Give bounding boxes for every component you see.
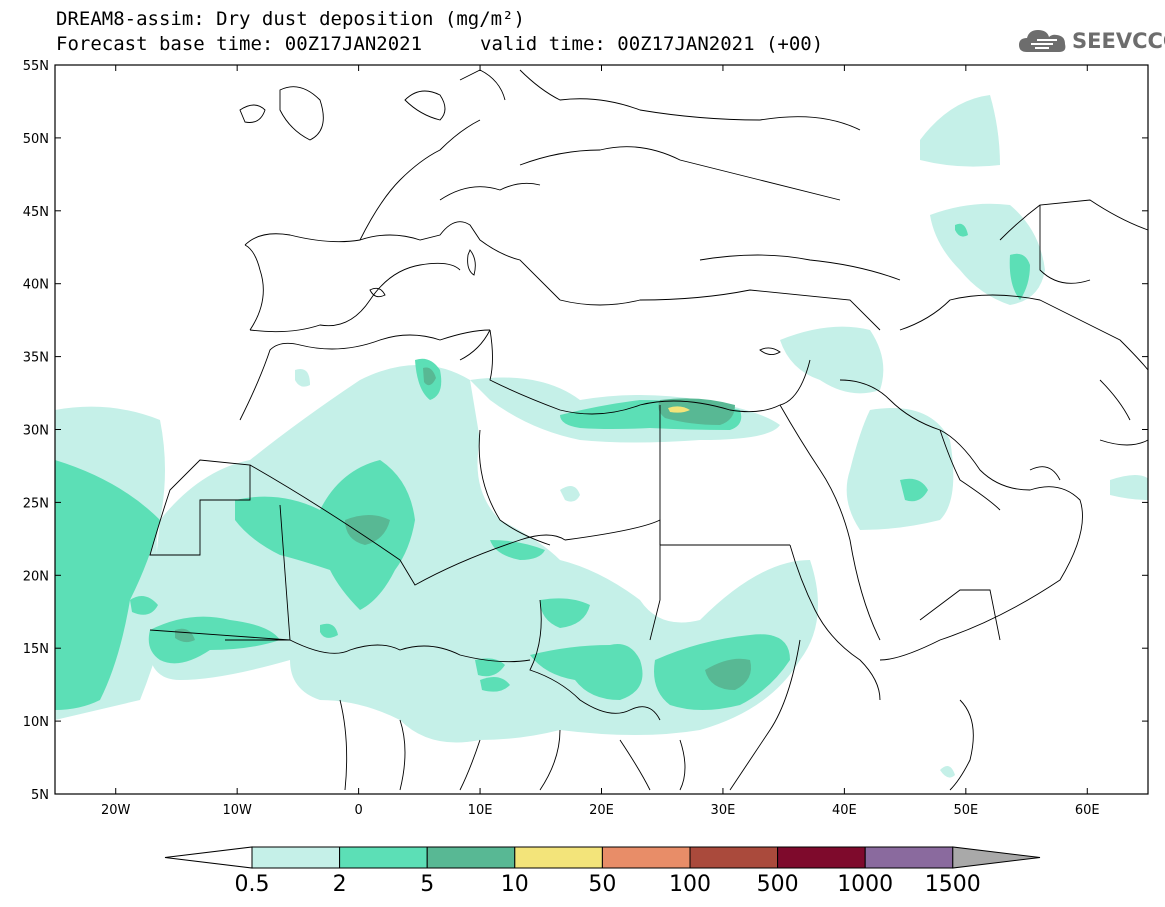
colorbar-segment bbox=[601, 846, 691, 869]
lon-tick-label: 20W bbox=[101, 803, 131, 818]
valid-time: valid time: 00Z17JAN2021 (+00) bbox=[480, 33, 824, 55]
colorbar-label: 1000 bbox=[837, 872, 893, 897]
colorbar-segment bbox=[426, 846, 516, 869]
lat-tick-label: 20N bbox=[23, 569, 49, 584]
lat-tick-label: 50N bbox=[23, 132, 49, 147]
colorbar-segment bbox=[251, 846, 341, 869]
map-title: DREAM8-assim: Dry dust deposition (mg/m²… bbox=[56, 8, 525, 30]
colorbar-label: 1500 bbox=[925, 872, 981, 897]
colorbar-label: 50 bbox=[588, 872, 616, 897]
forecast-base-time: Forecast base time: 00Z17JAN2021 bbox=[56, 33, 423, 55]
lat-tick-label: 30N bbox=[23, 424, 49, 439]
colorbar-label: 0.5 bbox=[235, 872, 270, 897]
colorbar-segment bbox=[777, 846, 866, 869]
lon-tick-label: 40E bbox=[832, 803, 857, 818]
lon-tick-label: 30E bbox=[711, 803, 736, 818]
cloud-icon bbox=[1019, 30, 1066, 52]
colorbar-segment bbox=[339, 846, 428, 869]
colorbar-label: 10 bbox=[501, 872, 529, 897]
colorbar-label: 100 bbox=[669, 872, 711, 897]
lat-tick-label: 40N bbox=[23, 278, 49, 293]
lat-tick-label: 5N bbox=[31, 788, 49, 803]
lon-tick-label: 60E bbox=[1075, 803, 1100, 818]
country-borders bbox=[149, 69, 1148, 791]
lon-tick-label: 10E bbox=[468, 803, 493, 818]
lon-tick-label: 10W bbox=[222, 803, 252, 818]
lon-tick-label: 50E bbox=[953, 803, 978, 818]
dust-deposition-field bbox=[55, 69, 1148, 791]
lon-tick-label: 0 bbox=[354, 803, 362, 818]
lon-tick-label: 20E bbox=[589, 803, 614, 818]
lat-tick-label: 35N bbox=[23, 351, 49, 366]
lat-tick-label: 15N bbox=[23, 642, 49, 657]
longitude-axis: 20W 10W 0 10E 20E 30E 40E 50E 60E bbox=[101, 65, 1100, 818]
lat-tick-label: 25N bbox=[23, 496, 49, 511]
lat-tick-label: 45N bbox=[23, 205, 49, 220]
colorbar-segment bbox=[864, 846, 954, 869]
latitude-axis: 55N 50N 45N 40N 35N 30N 25N 20N 15N 10N 5N bbox=[23, 59, 1148, 803]
lat-tick-label: 10N bbox=[23, 715, 49, 730]
logo-text: SEEVCCC bbox=[1072, 29, 1165, 53]
colorbar-over-arrow bbox=[952, 846, 1041, 869]
colorbar-segment bbox=[689, 846, 779, 869]
colorbar-label: 2 bbox=[333, 872, 347, 897]
colorbar-under-arrow bbox=[164, 846, 253, 869]
deposition-yellow-areas bbox=[668, 406, 690, 413]
colorbar-label: 5 bbox=[420, 872, 434, 897]
colorbar-label: 500 bbox=[757, 872, 799, 897]
seevccc-logo: SEEVCCC bbox=[1017, 24, 1165, 58]
colorbar-segment bbox=[514, 846, 603, 869]
colorbar: 0.5 2 5 10 50 100 500 1000 1500 bbox=[164, 846, 1041, 897]
lat-tick-label: 55N bbox=[23, 59, 49, 74]
